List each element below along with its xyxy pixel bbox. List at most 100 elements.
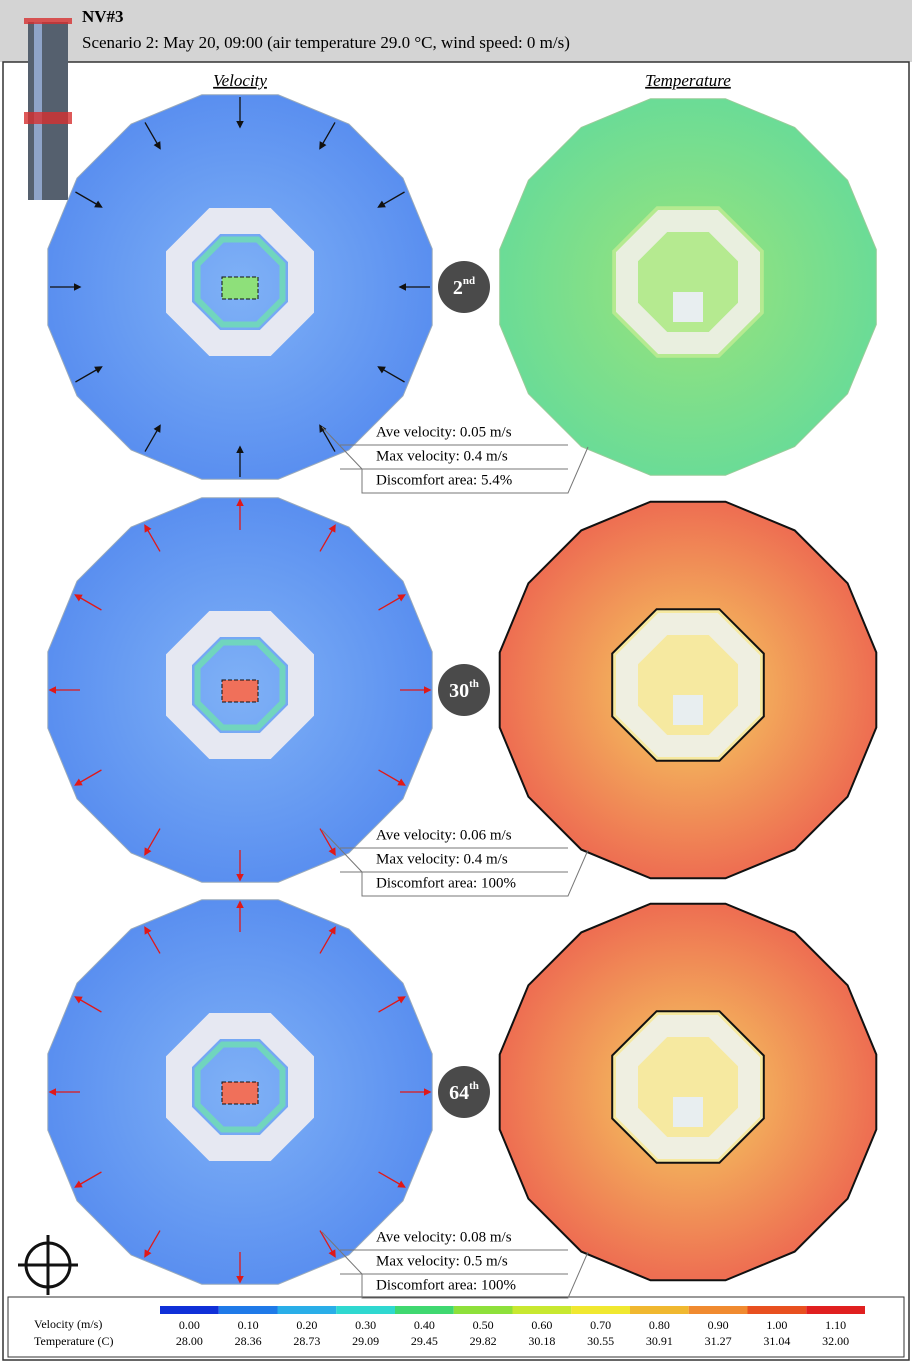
velocity-tick: 0.70 [590,1318,611,1332]
flow-arrow [377,366,405,383]
flow-arrow [378,594,406,611]
velocity-tick: 0.10 [238,1318,259,1332]
floor-suffix: th [469,678,479,690]
compass [18,1235,78,1295]
core-box [673,1097,703,1127]
colorbar-segment [512,1306,572,1314]
velocity-tick: 0.40 [414,1318,435,1332]
core-ring [616,1015,760,1159]
colorbar-segment [806,1306,865,1314]
flow-arrow [144,926,161,954]
stat-leader [321,426,589,494]
core-flow [194,639,286,731]
flow-arrow [144,524,161,552]
flow-arrow [75,191,103,208]
floor-label: 30th [449,678,479,702]
temperature-tick: 31.27 [705,1334,732,1348]
flow-arrow [378,769,406,786]
flow-arrow [75,366,103,383]
flow-arrow [378,1171,406,1188]
velocity-tick: 0.20 [296,1318,317,1332]
core-ring [616,613,760,757]
stat-leader [321,1231,589,1299]
floor-label: 64th [449,1080,479,1104]
stat-text: Discomfort area: 100% [376,1277,516,1293]
colorbar-segment [688,1306,748,1314]
flow-arrow [319,828,336,856]
floor-label: 2nd [453,275,475,299]
velocity-tick: 1.10 [825,1318,846,1332]
stat-leader [321,829,589,897]
stat-text: Max velocity: 0.5 m/s [376,1253,508,1269]
temperature-tick: 29.82 [470,1334,497,1348]
core-flow [194,236,286,328]
subtitle: Scenario 2: May 20, 09:00 (air temperatu… [82,33,570,52]
stat-text: Ave velocity: 0.05 m/s [376,424,512,440]
temperature-tick: 29.45 [411,1334,438,1348]
temperature-tick: 30.91 [646,1334,673,1348]
flow-arrow [377,191,405,208]
colorbar-segment [277,1306,337,1314]
flow-arrow [319,1230,336,1258]
floor-badge [438,1066,490,1118]
temperature-tick: 28.36 [235,1334,262,1348]
flow-arrow [378,996,406,1013]
floor-number: 64 [449,1082,469,1104]
flow-arrow [319,424,336,452]
stat-text: Max velocity: 0.4 m/s [376,851,508,867]
flow-arrow [144,1230,161,1258]
flow-arrow [144,424,161,452]
floor-number: 2 [453,277,463,299]
flow-arrow [144,828,161,856]
core-box [673,292,703,322]
core-ring [166,1013,314,1161]
colorbar-segment [160,1306,219,1314]
tower-icon [24,18,72,200]
flow-arrow [319,524,336,552]
temperature-tick: 31.04 [763,1334,790,1348]
core-box [221,276,259,300]
temperature-tick: 32.00 [822,1334,849,1348]
floor-suffix: th [469,1080,479,1092]
core-ring [616,210,760,354]
colorbar-segment [571,1306,630,1314]
velocity-tick: 0.30 [355,1318,376,1332]
frame [2,61,910,1361]
floor-suffix: nd [463,275,475,287]
velocity-tick: 0.80 [649,1318,670,1332]
title: NV#3 [82,7,124,26]
flow-arrow [74,769,102,786]
flow-arrow [74,1171,102,1188]
velocity-tick: 0.50 [473,1318,494,1332]
velocity-tick: 0.00 [179,1318,200,1332]
core-box [221,1081,259,1105]
flow-arrow [74,996,102,1013]
colorbar-segment [218,1306,278,1314]
colorbar-segment [395,1306,454,1314]
core-ring [166,208,314,356]
core-box [221,679,259,703]
core-flow [194,1041,286,1133]
velocity-tick: 0.60 [531,1318,552,1332]
velocity-tick: 0.90 [708,1318,729,1332]
flow-arrow [319,122,336,150]
column-title: Temperature [645,71,731,90]
core-box [673,695,703,725]
flow-arrow [319,926,336,954]
column-title: Velocity [213,71,267,90]
colorbar-segment [630,1306,689,1314]
temperature-tick: 28.73 [293,1334,320,1348]
colorbar-segment [747,1306,807,1314]
legend-label: Velocity (m/s) [34,1317,102,1331]
stat-text: Max velocity: 0.4 m/s [376,448,508,464]
floor-badge [438,664,490,716]
colorbar-segment [336,1306,395,1314]
temperature-tick: 30.55 [587,1334,614,1348]
stat-text: Ave velocity: 0.06 m/s [376,827,512,843]
stat-text: Discomfort area: 5.4% [376,472,512,488]
header-bar [0,0,912,62]
floor-number: 30 [449,680,469,702]
temperature-tick: 30.18 [528,1334,555,1348]
colorbar-segment [453,1306,513,1314]
